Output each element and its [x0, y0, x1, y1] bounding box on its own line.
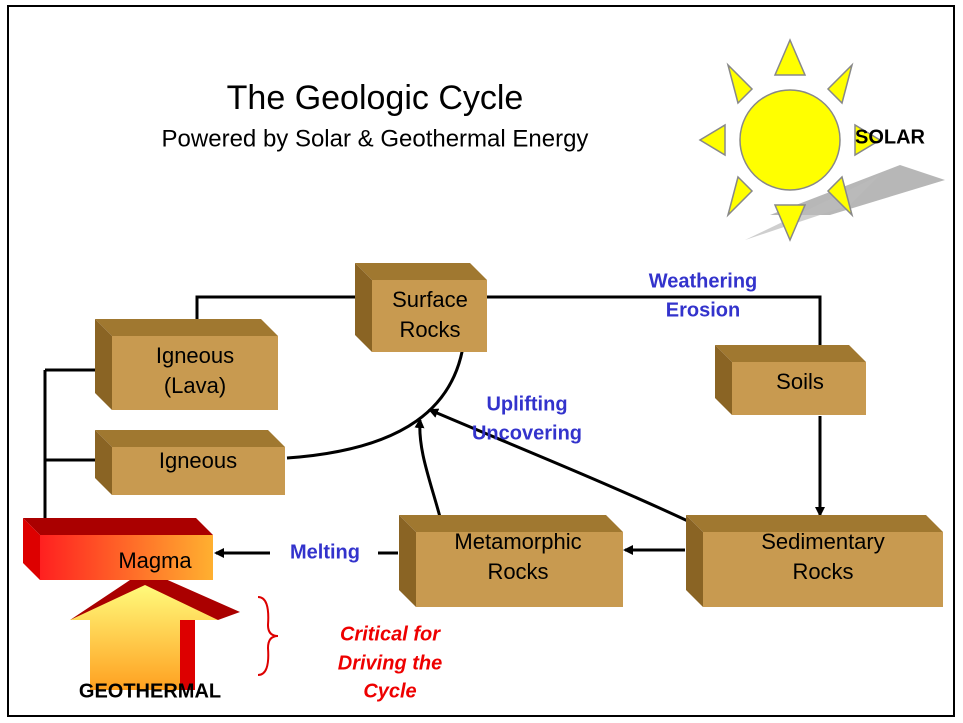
- box-face: [40, 535, 213, 580]
- arrow: [487, 295, 825, 358]
- box-side: [23, 518, 40, 580]
- box-face: [112, 336, 278, 410]
- node-box: [355, 263, 487, 352]
- title: The Geologic Cycle: [227, 79, 524, 117]
- box-side: [715, 345, 732, 415]
- node-label: Sedimentary: [761, 529, 885, 554]
- box-side: [355, 263, 372, 352]
- box-face: [112, 447, 285, 495]
- subtitle: Powered by Solar & Geothermal Energy: [162, 125, 589, 152]
- node-box: [715, 345, 866, 415]
- node-box: [95, 430, 285, 495]
- box-face: [372, 280, 487, 352]
- box-side: [686, 515, 703, 607]
- processes: Weathering Erosion Uplifting Uncovering Melt…: [290, 270, 757, 563]
- box-face: [703, 532, 943, 607]
- node-label: (Lava): [164, 373, 226, 398]
- process-label: Erosion: [666, 299, 740, 321]
- node-box: [95, 319, 278, 410]
- box-top: [23, 518, 213, 535]
- note-line: Driving the: [338, 652, 442, 674]
- process-label: Uncovering: [472, 422, 582, 444]
- note: Critical for Driving the Cycle: [338, 623, 442, 702]
- node-label: Igneous: [156, 343, 234, 368]
- box-top: [399, 515, 623, 532]
- node-label: Igneous: [159, 448, 237, 473]
- node-label: Magma: [118, 548, 192, 573]
- box-top: [95, 319, 278, 336]
- solar-label: SOLAR: [855, 126, 926, 148]
- node-label: Soils: [776, 369, 824, 394]
- process-label: Weathering: [649, 270, 758, 292]
- box-side: [95, 430, 112, 495]
- node-label: Surface: [392, 287, 468, 312]
- node-label: Metamorphic: [454, 529, 581, 554]
- note-line: Cycle: [363, 680, 416, 702]
- box-top: [355, 263, 487, 280]
- process-label: Uplifting: [486, 393, 567, 415]
- node-label: Rocks: [399, 317, 460, 342]
- node-box: [686, 515, 943, 607]
- note-line: Critical for: [340, 623, 441, 645]
- node-label: Rocks: [487, 559, 548, 584]
- box-top: [95, 430, 285, 447]
- process-label: Melting: [290, 541, 360, 563]
- arrow: [428, 408, 691, 524]
- box-top: [715, 345, 866, 362]
- geothermal-label: GEOTHERMAL: [79, 680, 221, 702]
- box-top: [686, 515, 943, 532]
- sun: [698, 38, 945, 242]
- box-side: [399, 515, 416, 607]
- brace: [257, 596, 279, 676]
- nodes: Surface Rocks Igneous (Lava) Igneous Soils Met…: [23, 263, 943, 607]
- node-box: [399, 515, 623, 607]
- node-label: Rocks: [792, 559, 853, 584]
- box-face: [416, 532, 623, 607]
- box-face: [732, 362, 866, 415]
- arrow: [414, 418, 442, 518]
- geothermal-icon: [70, 570, 240, 690]
- node-box: [23, 518, 213, 580]
- box-side: [95, 319, 112, 410]
